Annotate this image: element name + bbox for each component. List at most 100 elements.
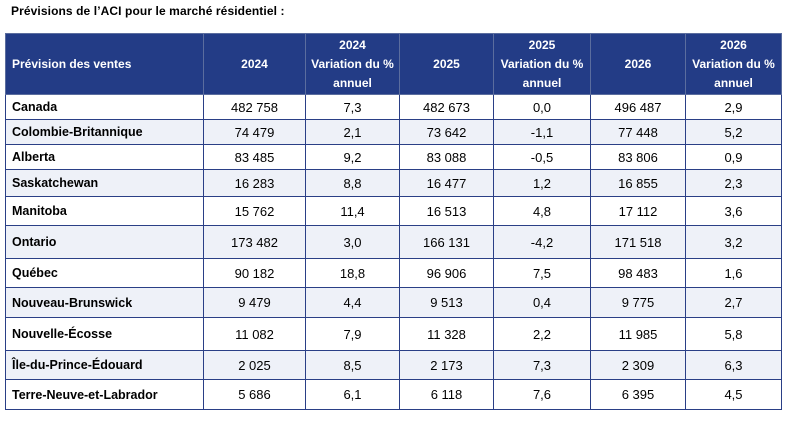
sales-2025-cell: 166 131 <box>399 225 494 259</box>
table-row: Canada 482 758 7,3 482 673 0,0 496 487 2,9 <box>5 94 782 120</box>
sales-2024-cell: 83 485 <box>203 144 306 170</box>
variation-2024-cell: 7,3 <box>305 94 400 120</box>
province-cell: Alberta <box>5 144 204 170</box>
variation-2026-cell: 5,2 <box>685 119 782 145</box>
variation-2025-cell: 2,2 <box>493 317 591 351</box>
header-label-line: Variation du % <box>692 56 775 71</box>
variation-2026-cell: 0,9 <box>685 144 782 170</box>
table-row: Nouveau-Brunswick 9 479 4,4 9 513 0,4 9 775 2,… <box>5 287 782 318</box>
sales-2024-cell: 5 686 <box>203 379 306 410</box>
variation-2024-cell: 7,9 <box>305 317 400 351</box>
province-cell: Nouvelle-Écosse <box>5 317 204 351</box>
province-cell: Nouveau-Brunswick <box>5 287 204 318</box>
variation-2025-cell: 7,6 <box>493 379 591 410</box>
header-label-line: 2026 <box>720 37 747 52</box>
sales-2026-cell: 17 112 <box>590 196 686 226</box>
header-2026-variation: 2026 Variation du % annuel <box>685 33 782 95</box>
sales-2025-cell: 482 673 <box>399 94 494 120</box>
header-2024: 2024 <box>203 33 306 95</box>
variation-2024-cell: 18,8 <box>305 258 400 288</box>
variation-2024-cell: 8,8 <box>305 169 400 197</box>
table-row: Île-du-Prince-Édouard 2 025 8,5 2 173 7,3 2 3… <box>5 350 782 380</box>
header-province: Prévision des ventes <box>5 33 204 95</box>
sales-2024-cell: 11 082 <box>203 317 306 351</box>
province-cell: Canada <box>5 94 204 120</box>
table-row: Alberta 83 485 9,2 83 088 -0,5 83 806 0,9 <box>5 144 782 170</box>
sales-2024-cell: 74 479 <box>203 119 306 145</box>
table-body: Canada 482 758 7,3 482 673 0,0 496 487 2,9 Colo… <box>5 94 782 410</box>
variation-2025-cell: 4,8 <box>493 196 591 226</box>
table-row: Québec 90 182 18,8 96 906 7,5 98 483 1,6 <box>5 258 782 288</box>
variation-2024-cell: 8,5 <box>305 350 400 380</box>
header-label-line: 2025 <box>528 37 556 52</box>
sales-2026-cell: 77 448 <box>590 119 686 145</box>
sales-2025-cell: 83 088 <box>399 144 494 170</box>
sales-2025-cell: 6 118 <box>399 379 494 410</box>
sales-2024-cell: 2 025 <box>203 350 306 380</box>
variation-2025-cell: 0,0 <box>493 94 591 120</box>
header-label-line: annuel <box>522 75 562 90</box>
sales-2024-cell: 482 758 <box>203 94 306 120</box>
variation-2024-cell: 3,0 <box>305 225 400 259</box>
sales-2024-cell: 173 482 <box>203 225 306 259</box>
variation-2026-cell: 5,8 <box>685 317 782 351</box>
table-row: Saskatchewan 16 283 8,8 16 477 1,2 16 855 2,3 <box>5 169 782 197</box>
sales-2026-cell: 171 518 <box>590 225 686 259</box>
sales-2025-cell: 2 173 <box>399 350 494 380</box>
variation-2025-cell: -1,1 <box>493 119 591 145</box>
province-cell: Manitoba <box>5 196 204 226</box>
variation-2025-cell: 1,2 <box>493 169 591 197</box>
sales-2026-cell: 98 483 <box>590 258 686 288</box>
variation-2025-cell: 7,3 <box>493 350 591 380</box>
variation-2026-cell: 1,6 <box>685 258 782 288</box>
variation-2026-cell: 2,7 <box>685 287 782 318</box>
province-cell: Ontario <box>5 225 204 259</box>
table-row: Terre-Neuve-et-Labrador 5 686 6,1 6 118 7,6 6… <box>5 379 782 410</box>
sales-2025-cell: 16 477 <box>399 169 494 197</box>
table-row: Nouvelle-Écosse 11 082 7,9 11 328 2,2 11 985 5… <box>5 317 782 351</box>
sales-2024-cell: 90 182 <box>203 258 306 288</box>
sales-2026-cell: 6 395 <box>590 379 686 410</box>
sales-2026-cell: 83 806 <box>590 144 686 170</box>
sales-2024-cell: 15 762 <box>203 196 306 226</box>
table-row: Manitoba 15 762 11,4 16 513 4,8 17 112 3,6 <box>5 196 782 226</box>
sales-2024-cell: 9 479 <box>203 287 306 318</box>
variation-2026-cell: 3,6 <box>685 196 782 226</box>
variation-2025-cell: 7,5 <box>493 258 591 288</box>
variation-2024-cell: 11,4 <box>305 196 400 226</box>
sales-2025-cell: 96 906 <box>399 258 494 288</box>
header-2025-variation: 2025 Variation du % annuel <box>493 33 591 95</box>
sales-2026-cell: 11 985 <box>590 317 686 351</box>
header-label-line: annuel <box>714 75 753 90</box>
province-cell: Terre-Neuve-et-Labrador <box>5 379 204 410</box>
variation-2026-cell: 2,3 <box>685 169 782 197</box>
sales-2025-cell: 73 642 <box>399 119 494 145</box>
sales-2025-cell: 9 513 <box>399 287 494 318</box>
sales-2026-cell: 2 309 <box>590 350 686 380</box>
table-header-row: Prévision des ventes 2024 2024 Variation… <box>5 33 782 95</box>
variation-2026-cell: 6,3 <box>685 350 782 380</box>
table-row: Ontario 173 482 3,0 166 131 -4,2 171 518 3,2 <box>5 225 782 259</box>
forecast-table-container: Prévision des ventes 2024 2024 Variation… <box>5 33 782 410</box>
header-label-line: Variation du % <box>311 56 394 71</box>
header-2024-variation: 2024 Variation du % annuel <box>305 33 400 95</box>
variation-2024-cell: 2,1 <box>305 119 400 145</box>
table-row: Colombie-Britannique 74 479 2,1 73 642 -1,1 7… <box>5 119 782 145</box>
header-2025: 2025 <box>399 33 494 95</box>
header-label-line: annuel <box>333 75 372 90</box>
variation-2025-cell: -4,2 <box>493 225 591 259</box>
variation-2024-cell: 4,4 <box>305 287 400 318</box>
variation-2024-cell: 9,2 <box>305 144 400 170</box>
province-cell: Saskatchewan <box>5 169 204 197</box>
province-cell: Île-du-Prince-Édouard <box>5 350 204 380</box>
province-cell: Colombie-Britannique <box>5 119 204 145</box>
variation-2026-cell: 3,2 <box>685 225 782 259</box>
sales-2025-cell: 16 513 <box>399 196 494 226</box>
variation-2025-cell: -0,5 <box>493 144 591 170</box>
variation-2026-cell: 2,9 <box>685 94 782 120</box>
sales-2024-cell: 16 283 <box>203 169 306 197</box>
sales-2026-cell: 16 855 <box>590 169 686 197</box>
sales-2026-cell: 9 775 <box>590 287 686 318</box>
variation-2024-cell: 6,1 <box>305 379 400 410</box>
header-label-line: Variation du % <box>500 56 584 71</box>
